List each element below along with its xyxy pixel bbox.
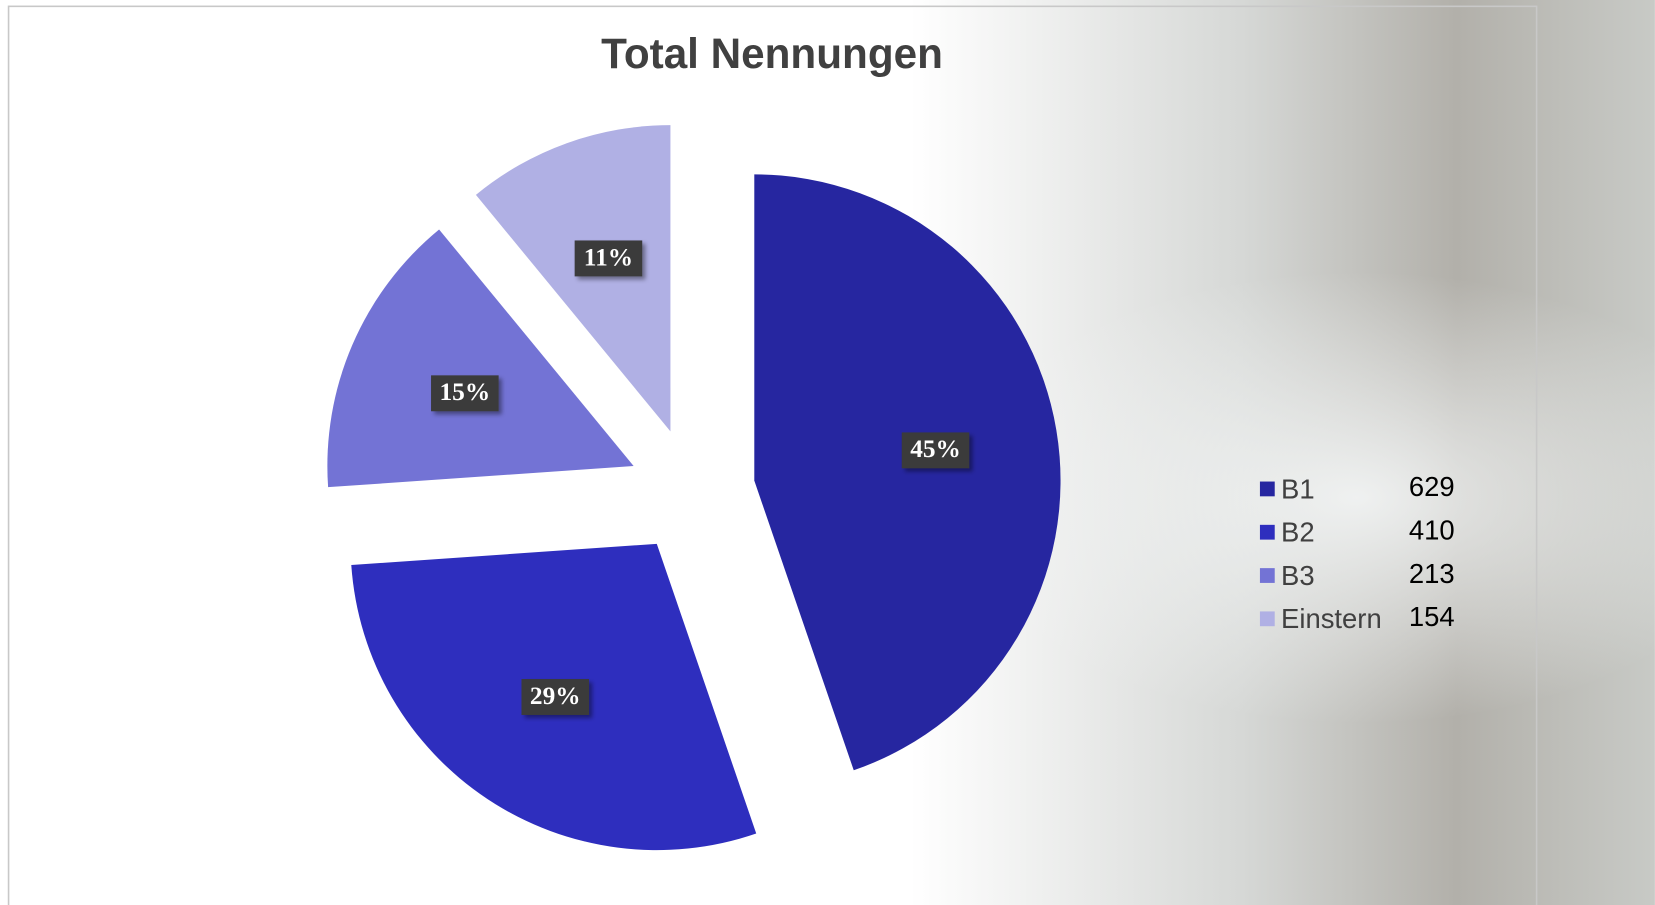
legend-label: B2 xyxy=(1281,517,1315,548)
legend-swatch xyxy=(1259,481,1275,497)
chart-border xyxy=(7,5,1538,905)
legend-label: B1 xyxy=(1281,473,1315,504)
legend-value: 154 xyxy=(1409,601,1455,632)
data-label-box xyxy=(431,375,499,412)
legend-swatch xyxy=(1259,568,1275,583)
chart-title: Total Nennungen xyxy=(601,30,943,77)
legend-swatch xyxy=(1259,611,1275,627)
data-label: 15% xyxy=(440,378,491,406)
legend-label: B3 xyxy=(1281,560,1315,591)
data-label-box xyxy=(574,240,643,277)
pie-slice xyxy=(327,229,634,488)
legend-label: Einstern xyxy=(1281,603,1382,634)
pie-slice xyxy=(754,174,1061,771)
legend-value: 213 xyxy=(1409,558,1455,589)
legend-value: 629 xyxy=(1409,471,1455,502)
legend-value: 410 xyxy=(1409,514,1455,545)
data-label: 29% xyxy=(530,682,581,710)
pie-slice xyxy=(475,125,671,432)
data-label: 45% xyxy=(910,435,961,463)
data-label: 11% xyxy=(584,243,633,271)
data-label-box xyxy=(521,679,590,715)
data-label-box xyxy=(901,432,970,469)
legend-swatch xyxy=(1259,524,1275,540)
